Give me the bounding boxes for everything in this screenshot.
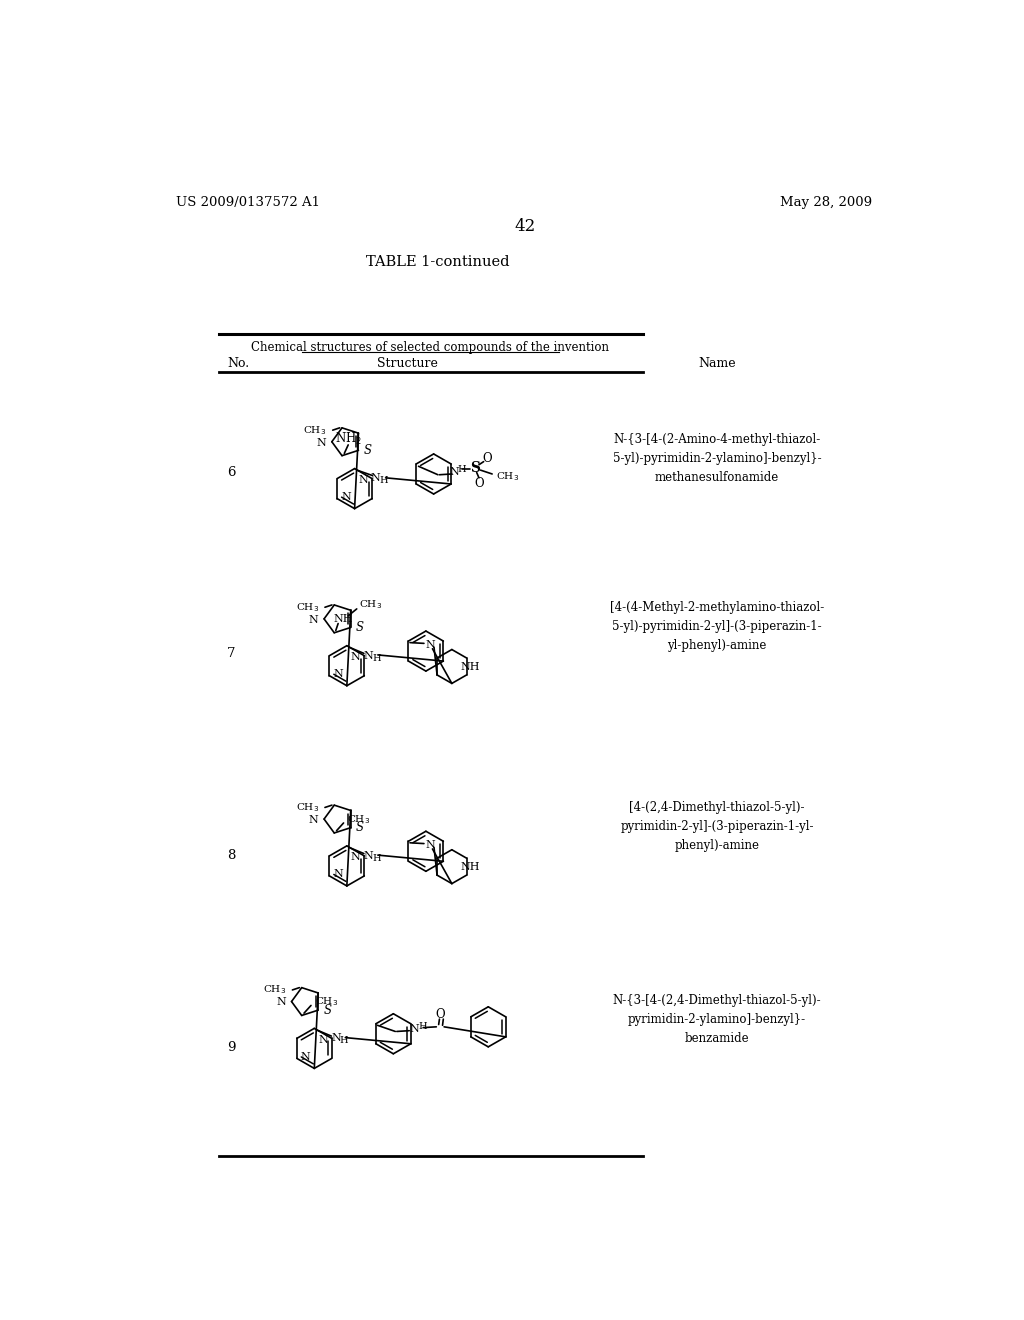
Text: N: N: [309, 615, 318, 624]
Text: CH$_3$: CH$_3$: [314, 995, 338, 1008]
Text: CH$_3$: CH$_3$: [347, 813, 371, 825]
Text: NH: NH: [461, 862, 480, 873]
Text: No.: No.: [227, 358, 249, 371]
Text: S: S: [364, 444, 372, 457]
Text: CH$_3$: CH$_3$: [359, 599, 382, 611]
Text: N: N: [450, 467, 459, 478]
Text: CH$_3$: CH$_3$: [496, 470, 519, 483]
Text: 7: 7: [227, 647, 236, 660]
Text: [4-(2,4-Dimethyl-thiazol-5-yl)-
pyrimidin-2-yl]-(3-piperazin-1-yl-
phenyl)-amine: [4-(2,4-Dimethyl-thiazol-5-yl)- pyrimidi…: [621, 801, 814, 853]
Text: CH$_3$: CH$_3$: [303, 424, 327, 437]
Text: N: N: [364, 851, 374, 861]
Text: 9: 9: [227, 1041, 236, 1055]
Text: 6: 6: [227, 466, 236, 479]
Text: [4-(4-Methyl-2-methylamino-thiazol-
5-yl)-pyrimidin-2-yl]-(3-piperazin-1-
yl-phe: [4-(4-Methyl-2-methylamino-thiazol- 5-yl…: [610, 601, 824, 652]
Text: H: H: [458, 465, 466, 474]
Text: N: N: [318, 1035, 328, 1045]
Text: N: N: [333, 870, 343, 879]
Text: 8: 8: [227, 849, 236, 862]
Text: N-{3-[4-(2-Amino-4-methyl-thiazol-
5-yl)-pyrimidin-2-ylamino]-benzyl}-
methanesu: N-{3-[4-(2-Amino-4-methyl-thiazol- 5-yl)…: [612, 433, 821, 484]
Text: N: N: [425, 840, 435, 850]
Text: US 2009/0137572 A1: US 2009/0137572 A1: [176, 195, 321, 209]
Text: S: S: [356, 620, 365, 634]
Text: N: N: [410, 1024, 420, 1034]
Text: N: N: [316, 437, 327, 447]
Text: N: N: [276, 998, 286, 1007]
Text: H: H: [372, 854, 381, 863]
Text: H: H: [339, 1036, 348, 1045]
Text: N: N: [358, 475, 369, 486]
Text: N: N: [309, 814, 318, 825]
Text: N: N: [371, 473, 380, 483]
Text: N: N: [350, 652, 360, 663]
Text: N: N: [364, 651, 374, 661]
Text: CH$_3$: CH$_3$: [296, 801, 318, 814]
Text: NH: NH: [334, 614, 353, 624]
Text: N-{3-[4-(2,4-Dimethyl-thiazol-5-yl)-
pyrimidin-2-ylamino]-benzyl}-
benzamide: N-{3-[4-(2,4-Dimethyl-thiazol-5-yl)- pyr…: [612, 994, 821, 1044]
Text: O: O: [482, 451, 493, 465]
Text: NH$_2$: NH$_2$: [335, 430, 361, 446]
Text: H: H: [418, 1022, 427, 1031]
Text: TABLE 1-continued: TABLE 1-continued: [367, 255, 510, 269]
Text: NH: NH: [461, 663, 480, 672]
Text: Structure: Structure: [377, 358, 437, 371]
Text: H: H: [372, 653, 381, 663]
Text: N: N: [301, 1052, 310, 1061]
Text: May 28, 2009: May 28, 2009: [780, 195, 872, 209]
Text: N: N: [425, 640, 435, 649]
Text: S: S: [356, 821, 365, 834]
Text: CH$_3$: CH$_3$: [296, 601, 318, 614]
Text: O: O: [435, 1008, 445, 1020]
Text: N: N: [333, 669, 343, 680]
Text: H: H: [379, 475, 387, 484]
Text: CH$_3$: CH$_3$: [263, 983, 286, 997]
Text: S: S: [324, 1003, 332, 1016]
Text: N: N: [331, 1034, 341, 1043]
Text: O: O: [474, 477, 483, 490]
Text: N: N: [341, 492, 351, 502]
Text: 42: 42: [514, 218, 536, 235]
Text: S: S: [470, 461, 480, 475]
Text: Chemical structures of selected compounds of the invention: Chemical structures of selected compound…: [251, 341, 609, 354]
Text: Name: Name: [698, 358, 736, 371]
Text: N: N: [350, 853, 360, 862]
